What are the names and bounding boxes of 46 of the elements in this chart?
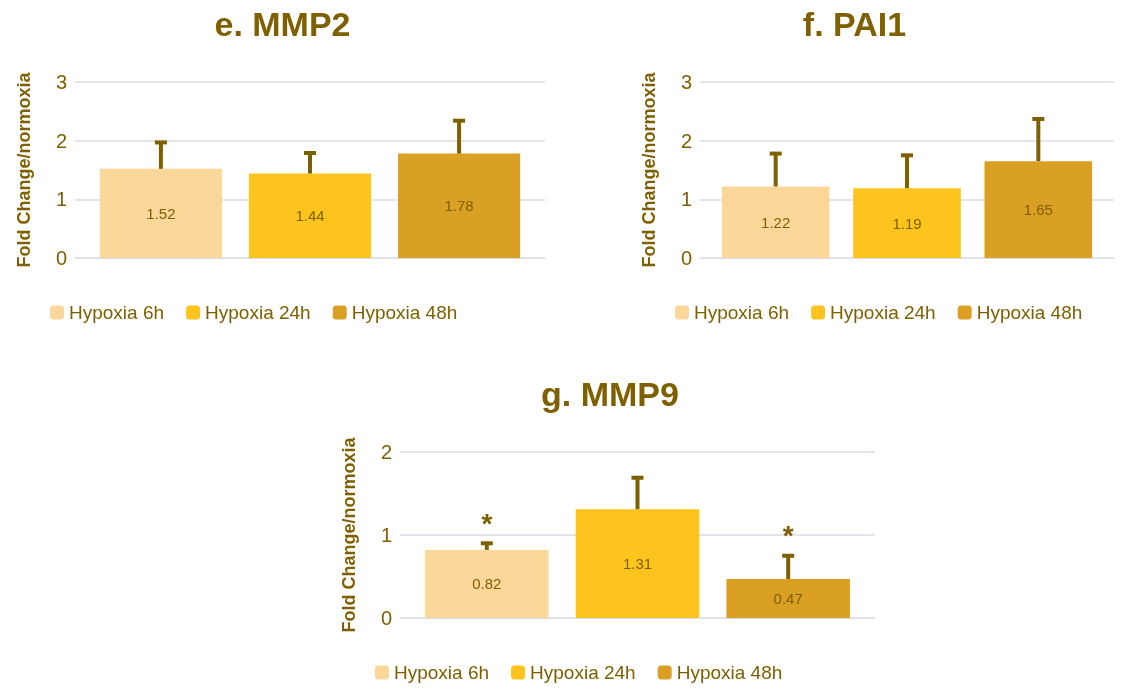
annotation: * [481, 507, 493, 539]
y-axis-title: Fold Change/normoxia [639, 71, 659, 268]
chart-title: e. MMP2 [214, 5, 351, 43]
legend-label: Hypoxia 6h [394, 662, 490, 683]
y-tick-label: 0 [55, 247, 67, 269]
legend-label: Hypoxia 48h [976, 302, 1083, 323]
annotation: * [782, 520, 794, 552]
y-tick-label: 3 [680, 71, 692, 93]
bar [425, 549, 549, 618]
data-label: 1.44 [295, 207, 325, 225]
data-label: 1.65 [1023, 201, 1053, 219]
y-tick-label: 0 [680, 247, 692, 269]
legend-label: Hypoxia 48h [676, 662, 783, 683]
data-label: 0.82 [472, 575, 502, 593]
bar [726, 578, 850, 618]
bar [248, 173, 372, 258]
chart-title: g. MMP9 [541, 375, 679, 413]
legend-label: Hypoxia 24h [205, 302, 311, 323]
bar [721, 186, 830, 258]
legend-label: Hypoxia 24h [530, 662, 636, 683]
chart-title: f. PAI1 [802, 5, 907, 43]
legend-label: Hypoxia 6h [694, 302, 790, 323]
bar [575, 509, 700, 618]
bar [853, 188, 961, 258]
y-tick-label: 3 [55, 71, 67, 93]
y-tick-label: 2 [380, 441, 392, 463]
data-label: 0.47 [773, 589, 803, 607]
y-tick-label: 0 [380, 607, 392, 629]
data-label: 1.78 [444, 197, 474, 215]
data-label: 1.31 [622, 555, 653, 573]
y-axis-title: Fold Change/normoxia [14, 71, 34, 268]
legend-label: Hypoxia 24h [830, 302, 936, 323]
y-tick-label: 1 [680, 188, 692, 211]
data-label: 1.52 [146, 204, 176, 222]
bar [397, 153, 521, 258]
data-label: 1.22 [761, 213, 791, 231]
y-tick-label: 2 [55, 129, 67, 152]
legend-label: Hypoxia 6h [69, 302, 165, 323]
y-tick-label: 1 [380, 524, 392, 546]
y-tick-label: 1 [55, 188, 67, 211]
bar [984, 161, 1093, 258]
y-axis-title: Fold Change/normoxia [339, 436, 359, 633]
data-label: 1.19 [892, 214, 922, 232]
y-tick-label: 2 [680, 129, 692, 152]
legend-label: Hypoxia 48h [351, 302, 458, 323]
bar [99, 168, 223, 258]
